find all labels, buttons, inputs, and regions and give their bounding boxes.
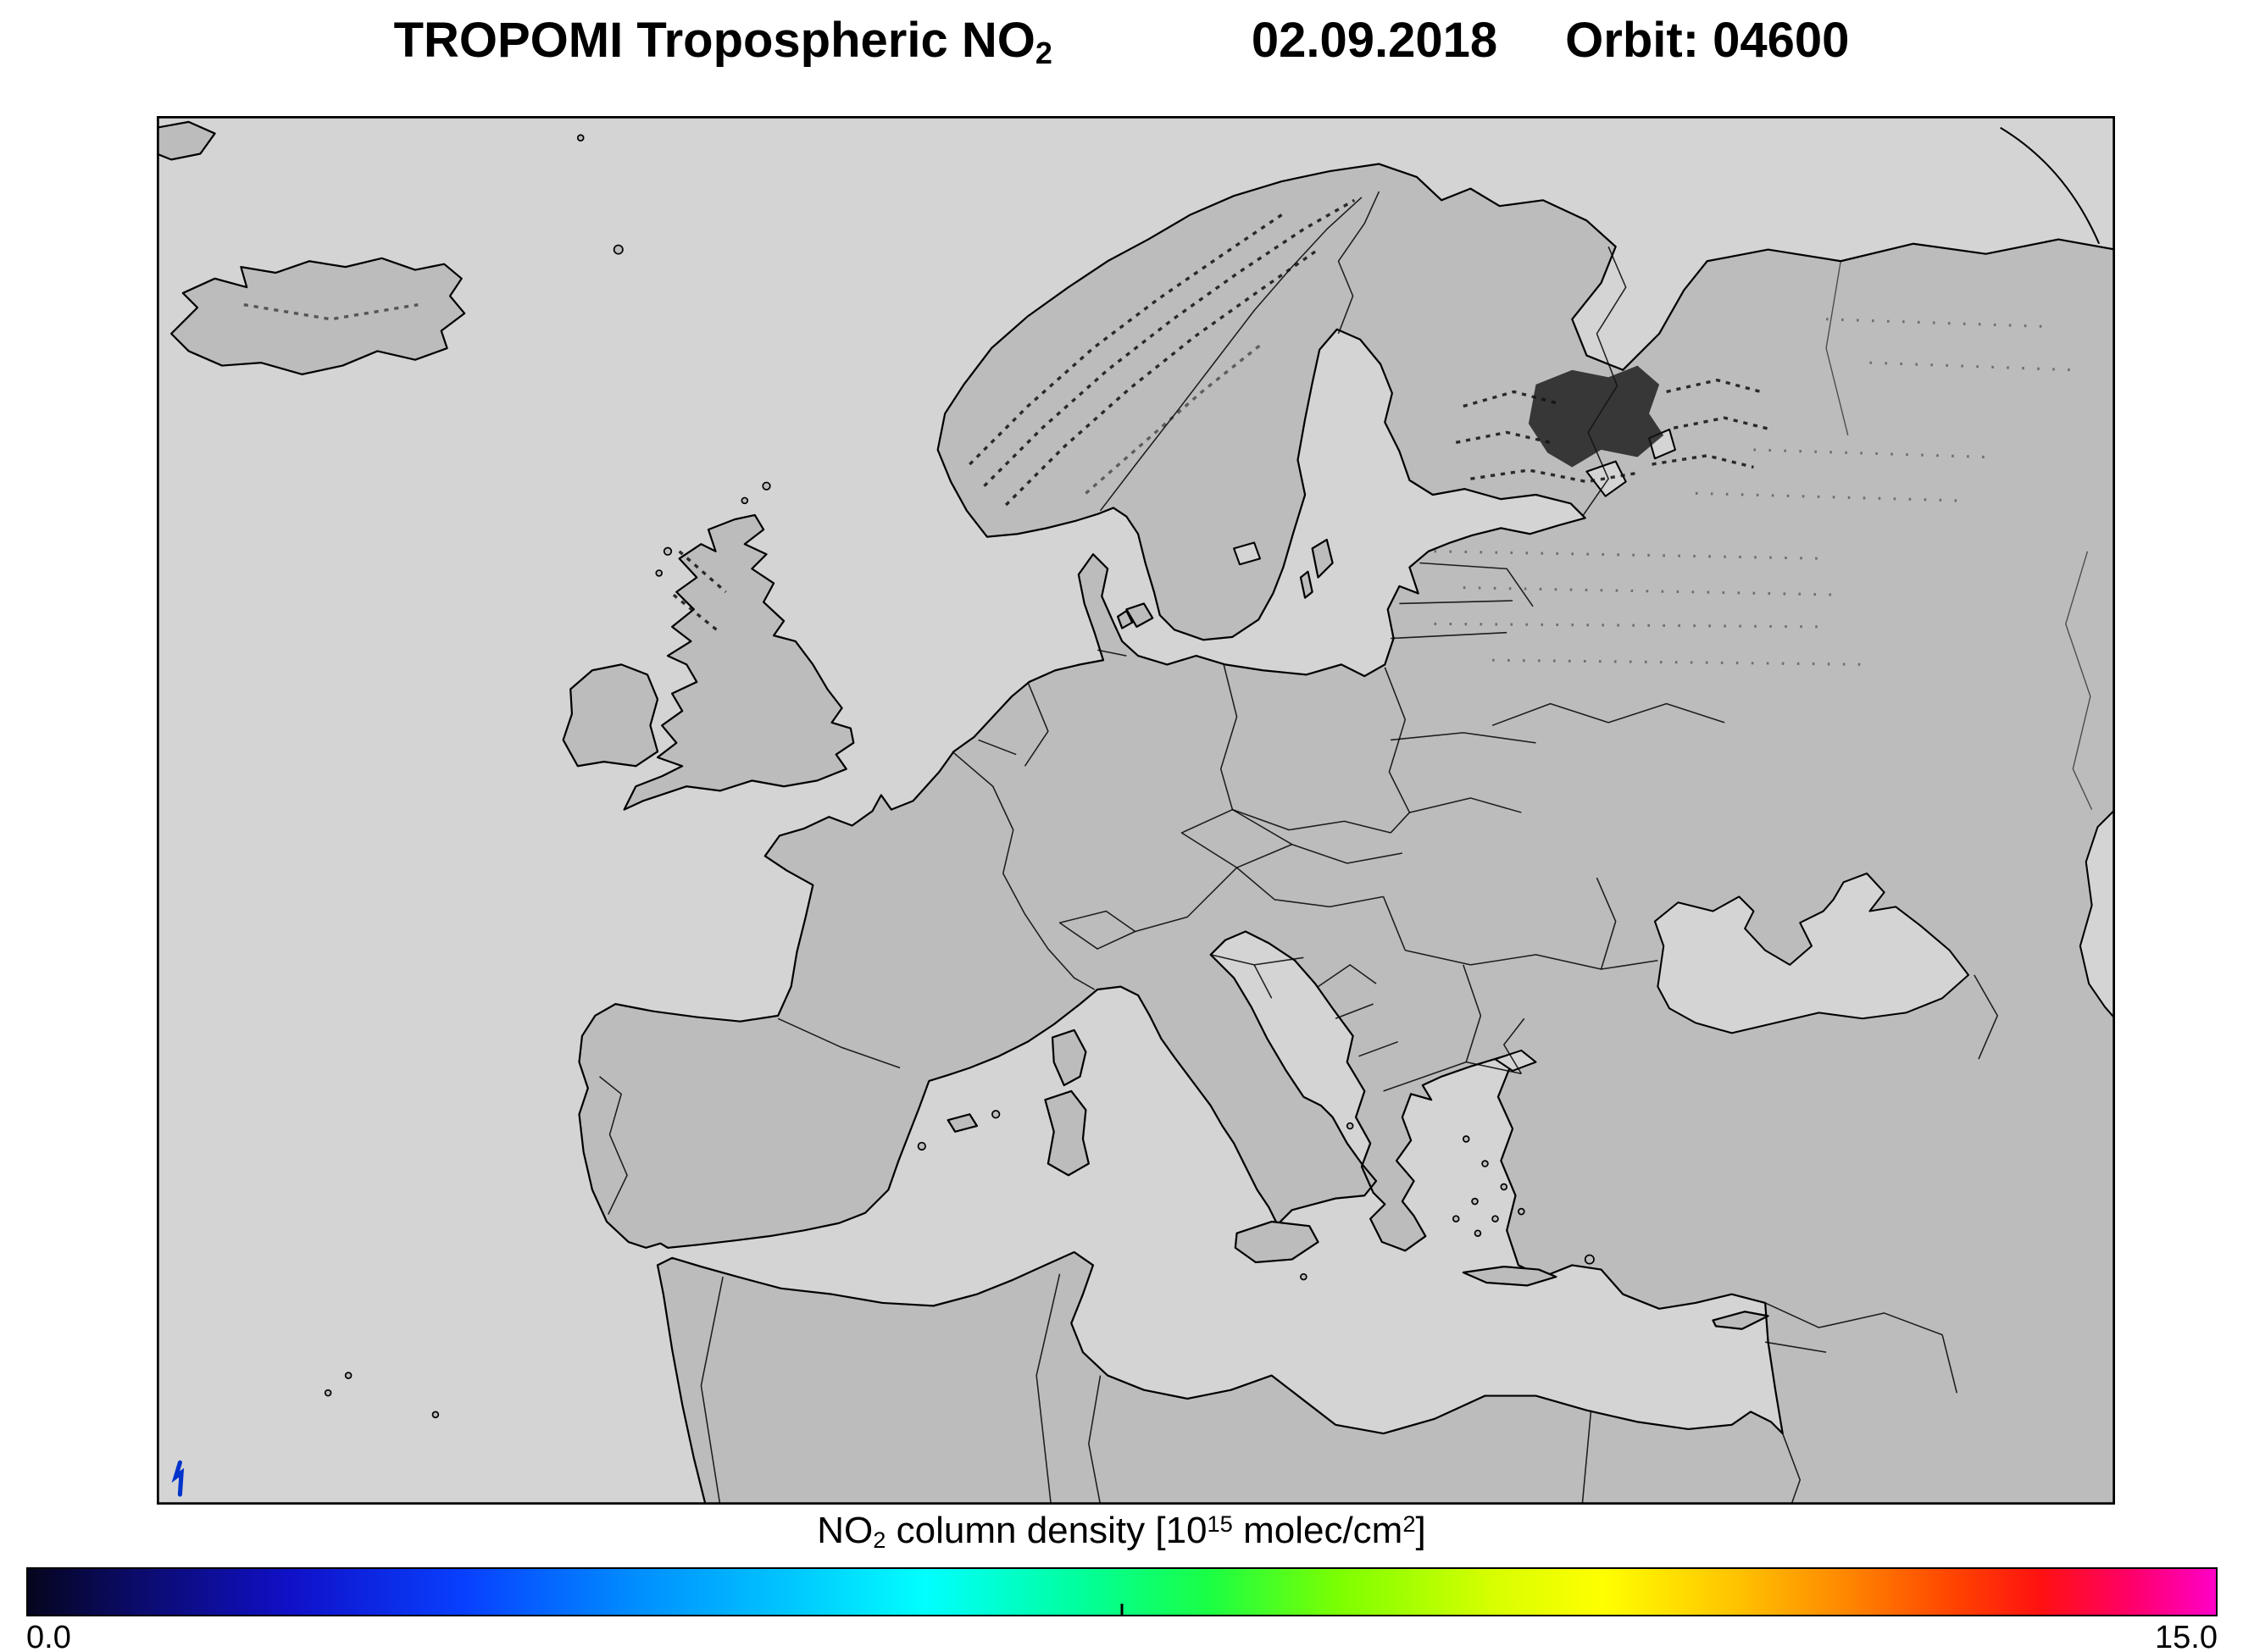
island-ireland bbox=[562, 663, 659, 768]
island-cyprus bbox=[1712, 1311, 1769, 1330]
island-mallorca bbox=[947, 1113, 979, 1133]
finland-lakes-blob bbox=[1528, 365, 1664, 468]
island-funen bbox=[1116, 609, 1134, 629]
colorbar bbox=[26, 1567, 2218, 1616]
colorbar-label: NO2 column density [1015 molec/cm2] bbox=[817, 1510, 1426, 1553]
colorbar-max-label: 15.0 bbox=[2155, 1620, 2218, 1652]
island-oland bbox=[1299, 570, 1313, 599]
island-gotland bbox=[1311, 538, 1334, 579]
title-date: 02.09.2018 bbox=[1251, 13, 1498, 68]
sea-of-marmara bbox=[1494, 1049, 1537, 1072]
colorbar-center-tick bbox=[1120, 1604, 1124, 1615]
island-zealand bbox=[1125, 602, 1154, 628]
lake-ladoga bbox=[1585, 460, 1627, 497]
landmass-corner-greenland bbox=[157, 120, 216, 161]
map-panel bbox=[157, 116, 2115, 1505]
inland-seas-layer bbox=[1233, 428, 2115, 1072]
coast-novaya-zemlya bbox=[2000, 126, 2101, 245]
title-subscript: 2 bbox=[1035, 35, 1052, 70]
lake-vanern bbox=[1233, 541, 1261, 566]
country-borders-layer bbox=[599, 191, 2093, 1505]
title-main: TROPOMI Tropospheric NO2 bbox=[393, 13, 1052, 70]
no2-data-mark bbox=[171, 1460, 185, 1497]
island-sardinia bbox=[1044, 1089, 1090, 1177]
island-crete bbox=[1462, 1266, 1557, 1287]
small-islands bbox=[324, 134, 1595, 1419]
island-great-britain bbox=[623, 513, 855, 811]
colorbar-min-label: 0.0 bbox=[26, 1620, 71, 1652]
map-frame-border bbox=[157, 116, 2115, 1505]
landmass-mainland bbox=[578, 163, 2115, 1505]
europe-map-canvas bbox=[157, 116, 2115, 1505]
black-sea bbox=[1653, 872, 1970, 1034]
island-sicily bbox=[1234, 1220, 1319, 1264]
title-orbit: Orbit: 04600 bbox=[1565, 13, 1850, 68]
figure-title: TROPOMI Tropospheric NO2 02.09.2018 Orbi… bbox=[0, 12, 2243, 70]
caspian-sea-edge bbox=[2079, 808, 2115, 1020]
island-corsica bbox=[1051, 1028, 1087, 1087]
terrain-texture-layer bbox=[243, 198, 2074, 666]
